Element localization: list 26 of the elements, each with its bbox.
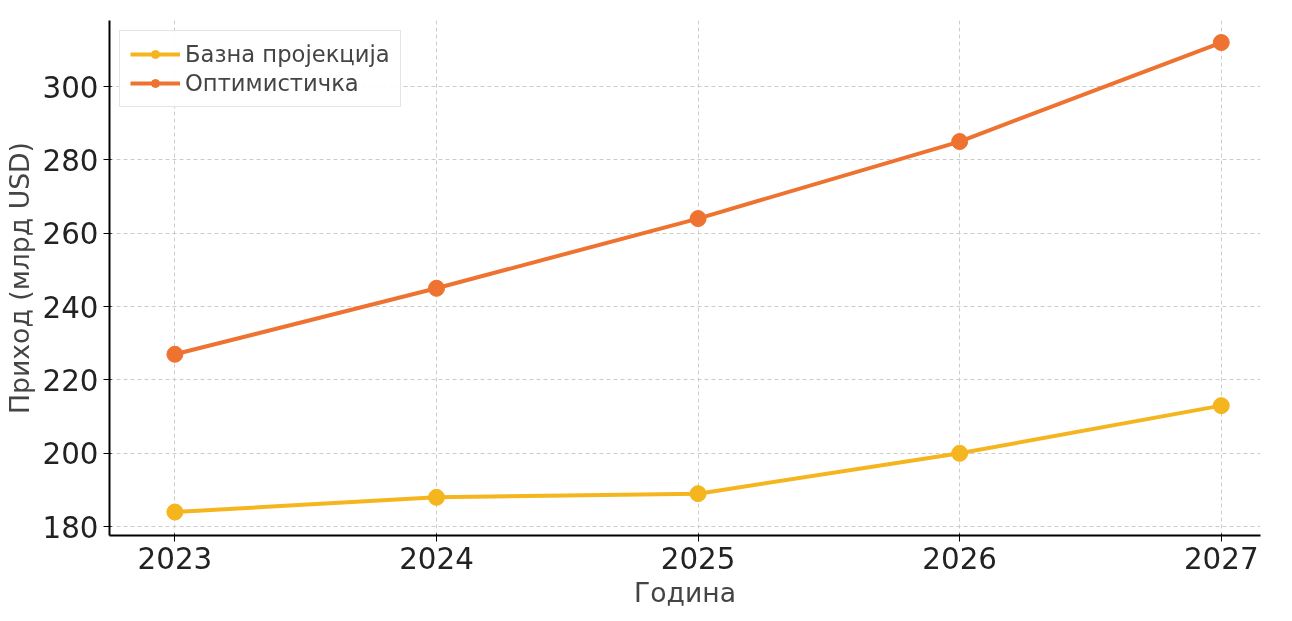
point: [427, 279, 445, 297]
x-tick-label: 2027: [1183, 541, 1259, 576]
x-tick-label: 2025: [660, 541, 736, 576]
y-tick-label: 180: [42, 510, 99, 545]
x-axis-title: Година: [633, 576, 737, 608]
y-tick-label: 260: [42, 217, 99, 252]
point: [689, 485, 707, 503]
y-tick-label: 300: [42, 70, 99, 105]
y-tick-label: 220: [42, 363, 99, 398]
x-tick-label: 2024: [399, 541, 474, 576]
point: [166, 345, 184, 363]
point: [951, 444, 969, 462]
x-tick-label: 2026: [922, 541, 997, 576]
y-tick-label: 280: [42, 143, 99, 178]
point: [689, 210, 707, 228]
legend-label: Оптимистичка: [185, 70, 359, 96]
point: [1212, 397, 1230, 415]
point: [427, 488, 445, 506]
x-tick-label: 2023: [137, 541, 213, 576]
y-tick-label: 200: [42, 437, 99, 472]
point: [1212, 34, 1230, 51]
point: [951, 133, 969, 151]
y-axis-title: Приход (млрд USD): [3, 141, 35, 414]
y-tick-label: 240: [42, 290, 99, 325]
point: [166, 503, 184, 521]
legend-label: Базна пројекција: [185, 41, 390, 67]
